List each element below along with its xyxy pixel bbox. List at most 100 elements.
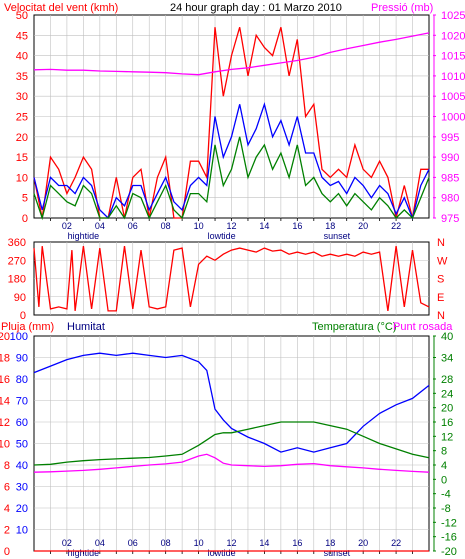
wind-hour-label: 18 [325, 221, 335, 231]
chart-panels: 0510152025303540455097598098599099510001… [0, 10, 465, 558]
pressure-axis-tick-label: 980 [441, 193, 459, 205]
rain-axis-tick-label: 10 [0, 439, 10, 451]
wind-hour-label: 08 [161, 221, 171, 231]
humidity-hour-label: 08 [161, 538, 171, 548]
temperature-axis-tick-label: 20 [441, 403, 453, 415]
wind-hour-label: 20 [358, 221, 368, 231]
humidity-axis-tick-label: 80 [16, 374, 28, 386]
rain-axis-tick-label: 2 [4, 525, 10, 537]
top-header: Velocitat del vent (kmh) 24 hour graph d… [4, 2, 433, 14]
wind-speed-axis-tick-label: 35 [16, 71, 28, 83]
humidity-axis-tick-label: 70 [16, 396, 28, 408]
series-temperature [33, 421, 430, 466]
wind-speed-axis-tick-label: 10 [16, 172, 28, 184]
humidity-hour-label: 02 [62, 538, 72, 548]
wind-hour-label: 16 [292, 221, 302, 231]
wind-event-lowtide: lowtide [208, 231, 236, 241]
rain-axis-tick-label: 4 [4, 503, 10, 515]
wind-speed-axis-tick-label: 0 [22, 213, 28, 225]
temperature-axis-tick-label: 8 [441, 446, 447, 458]
rain-axis-tick-label: 16 [0, 374, 10, 386]
humidity-axis-tick-label: 50 [16, 439, 28, 451]
wind-hour-label: 10 [194, 221, 204, 231]
wind-hour-label: 12 [226, 221, 236, 231]
temperature-axis-tick-label: 0 [441, 474, 447, 486]
humidity-hour-label: 18 [325, 538, 335, 548]
humidity-label: Humitat [67, 321, 105, 333]
direction-axis-tick-label: 360 [8, 237, 26, 249]
direction-axis-tick-label: 180 [8, 274, 26, 286]
direction-axis-tick-label: 90 [14, 292, 26, 304]
direction-axis-tick-label: 0 [20, 310, 26, 322]
humidity-hour-label: 04 [95, 538, 105, 548]
wind-speed-label: Velocitat del vent (kmh) [4, 2, 118, 14]
wind-hour-label: 06 [128, 221, 138, 231]
pressure-axis-tick-label: 1005 [441, 91, 465, 103]
temperature-axis-tick-label: 28 [441, 374, 453, 386]
pressure-axis-tick-label: 1025 [441, 10, 465, 22]
temperature-axis-tick-label: -8 [441, 503, 451, 515]
humidity-hour-label: 20 [358, 538, 368, 548]
pressure-axis-tick-label: 975 [441, 213, 459, 225]
series-humidity [33, 352, 430, 453]
humidity-hour-label: 22 [391, 538, 401, 548]
rain-axis-tick-label: 14 [0, 396, 10, 408]
series-avg [33, 136, 430, 221]
wind-speed-axis-tick-label: 50 [16, 10, 28, 22]
wind-hour-label: 22 [391, 221, 401, 231]
wind-speed-axis-tick-label: 40 [16, 51, 28, 63]
humidity-axis-tick-label: 60 [16, 417, 28, 429]
bottom-header: Pluja (mm) Humitat Temperatura (°C) Punt… [1, 321, 453, 333]
rain-axis-tick-label: 20 [0, 331, 10, 343]
pressure-axis-tick-label: 1010 [441, 71, 465, 83]
graph-title: 24 hour graph day : 01 Marzo 2010 [170, 2, 342, 14]
humidity-hour-label: 06 [128, 538, 138, 548]
pressure-axis-tick-label: 1000 [441, 112, 465, 124]
temperature-axis-tick-label: 16 [441, 417, 453, 429]
wind-speed-axis-tick-label: 45 [16, 30, 28, 42]
humidity-axis-tick-label: 90 [16, 353, 28, 365]
wind-speed-axis-tick-label: 25 [16, 112, 28, 124]
rain-axis-tick-label: 8 [4, 460, 10, 472]
wind-speed-axis-tick-label: 20 [16, 132, 28, 144]
dewpoint-label: Punt rosada [393, 321, 453, 333]
direction-axis-tick-label: 270 [8, 255, 26, 267]
pressure-label: Pressió (mb) [371, 2, 433, 14]
compass-label: E [437, 292, 444, 304]
temperature-axis-tick-label: 34 [441, 353, 453, 365]
humidity-hour-label: 10 [194, 538, 204, 548]
temperature-label: Temperatura (°C) [312, 321, 396, 333]
wind-event-sunset: sunset [324, 231, 351, 241]
temperature-axis-tick-label: 12 [441, 431, 453, 443]
humidity-axis-tick-label: 30 [16, 482, 28, 494]
compass-label: S [437, 274, 444, 286]
humidity-event-sunset: sunset [324, 548, 351, 558]
wind-hour-label: 04 [95, 221, 105, 231]
temperature-axis-tick-label: 24 [441, 388, 453, 400]
temperature-axis-tick-label: 4 [441, 460, 447, 472]
humidity-hour-label: 14 [259, 538, 269, 548]
wind-hour-label: 14 [259, 221, 269, 231]
compass-label: N [437, 237, 445, 249]
temperature-axis-tick-label: -16 [441, 532, 457, 544]
series-direction [33, 246, 430, 312]
humidity-event-lowtide: lowtide [208, 548, 236, 558]
humidity-axis-tick-label: 100 [10, 331, 28, 343]
humidity-axis-tick-label: 10 [16, 525, 28, 537]
rain-axis-tick-label: 0 [4, 546, 10, 558]
humidity-axis-tick-label: 40 [16, 460, 28, 472]
wind-hour-label: 02 [62, 221, 72, 231]
rain-axis-tick-label: 18 [0, 353, 10, 365]
compass-label: W [437, 255, 448, 267]
temperature-axis-tick-label: -4 [441, 489, 451, 501]
humidity-event-hightide: hightide [68, 548, 100, 558]
series-mid [33, 101, 430, 221]
humidity-axis-tick-label: 20 [16, 503, 28, 515]
rain-axis-tick-label: 12 [0, 417, 10, 429]
pressure-axis-tick-label: 990 [441, 152, 459, 164]
pressure-axis-tick-label: 985 [441, 172, 459, 184]
wind-event-hightide: hightide [68, 231, 100, 241]
series-pressure [33, 32, 430, 76]
rain-label: Pluja (mm) [1, 321, 54, 333]
